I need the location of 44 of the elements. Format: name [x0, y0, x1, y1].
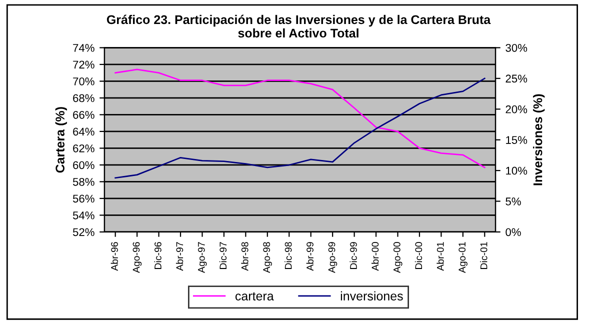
x-tick-label: Abr-00	[371, 242, 379, 271]
y2-tick-label: 25%	[506, 74, 528, 83]
y2-tick-label: 0%	[506, 228, 521, 236]
y-tick-label: 60%	[73, 161, 94, 170]
x-tick-label: Ago-97	[198, 242, 207, 273]
y-tick-label: 62%	[73, 144, 94, 152]
y-axis-title: Cartera (%)	[55, 107, 67, 173]
x-tick-label: Dic-96	[154, 242, 162, 269]
y-tick-label: 56%	[72, 194, 94, 203]
x-tick-label: Dic-98	[284, 242, 292, 269]
line-series	[114, 68, 486, 168]
y2-axis-title: Inversiones (%)	[533, 94, 545, 186]
y-tick-label: 54%	[72, 212, 94, 220]
y-tick-label: 68%	[73, 94, 94, 102]
x-tick-label: Abr-96	[110, 242, 118, 271]
y2-tick-label: 5%	[506, 198, 521, 206]
x-tick-label: Dic-01	[480, 242, 488, 269]
y-tick-label: 52%	[72, 228, 94, 236]
x-tick-label: Abr-98	[241, 242, 248, 271]
y-tick-label: 72%	[73, 60, 94, 69]
x-tick-label: Ago-00	[393, 242, 402, 273]
legend-label: inversiones	[340, 291, 403, 300]
x-tick-label: Ago-98	[263, 242, 272, 273]
x-tick-label: Dic-99	[350, 242, 357, 269]
y2-tick-label: 10%	[506, 166, 528, 175]
y2-tick-label: 15%	[506, 136, 528, 144]
y-tick-label: 66%	[73, 110, 94, 119]
x-tick-label: Ago-96	[132, 242, 142, 273]
x-tick-label: Ago-01	[458, 242, 468, 273]
y-tick-label: 74%	[73, 44, 94, 52]
line-series	[114, 78, 486, 179]
y-tick-label: 58%	[72, 178, 94, 186]
x-tick-label: Abr-97	[176, 242, 184, 271]
legend-label: cartera	[235, 292, 274, 300]
y-tick-label: 70%	[73, 77, 94, 86]
y2-tick-label: 20%	[506, 105, 528, 114]
x-tick-label: Dic-00	[414, 242, 422, 269]
x-tick-label: Abr-99	[306, 242, 314, 271]
y2-tick-label: 30%	[506, 44, 528, 52]
x-tick-label: Dic-97	[219, 242, 227, 269]
x-tick-label: Ago-99	[328, 242, 338, 273]
x-tick-label: Abr-01	[436, 242, 444, 271]
chart-title: Gráfico 23. Participación de las Inversiones y de la Cartera Bruta sobre el Activo Total	[106, 14, 491, 38]
y-tick-label: 64%	[73, 128, 94, 136]
